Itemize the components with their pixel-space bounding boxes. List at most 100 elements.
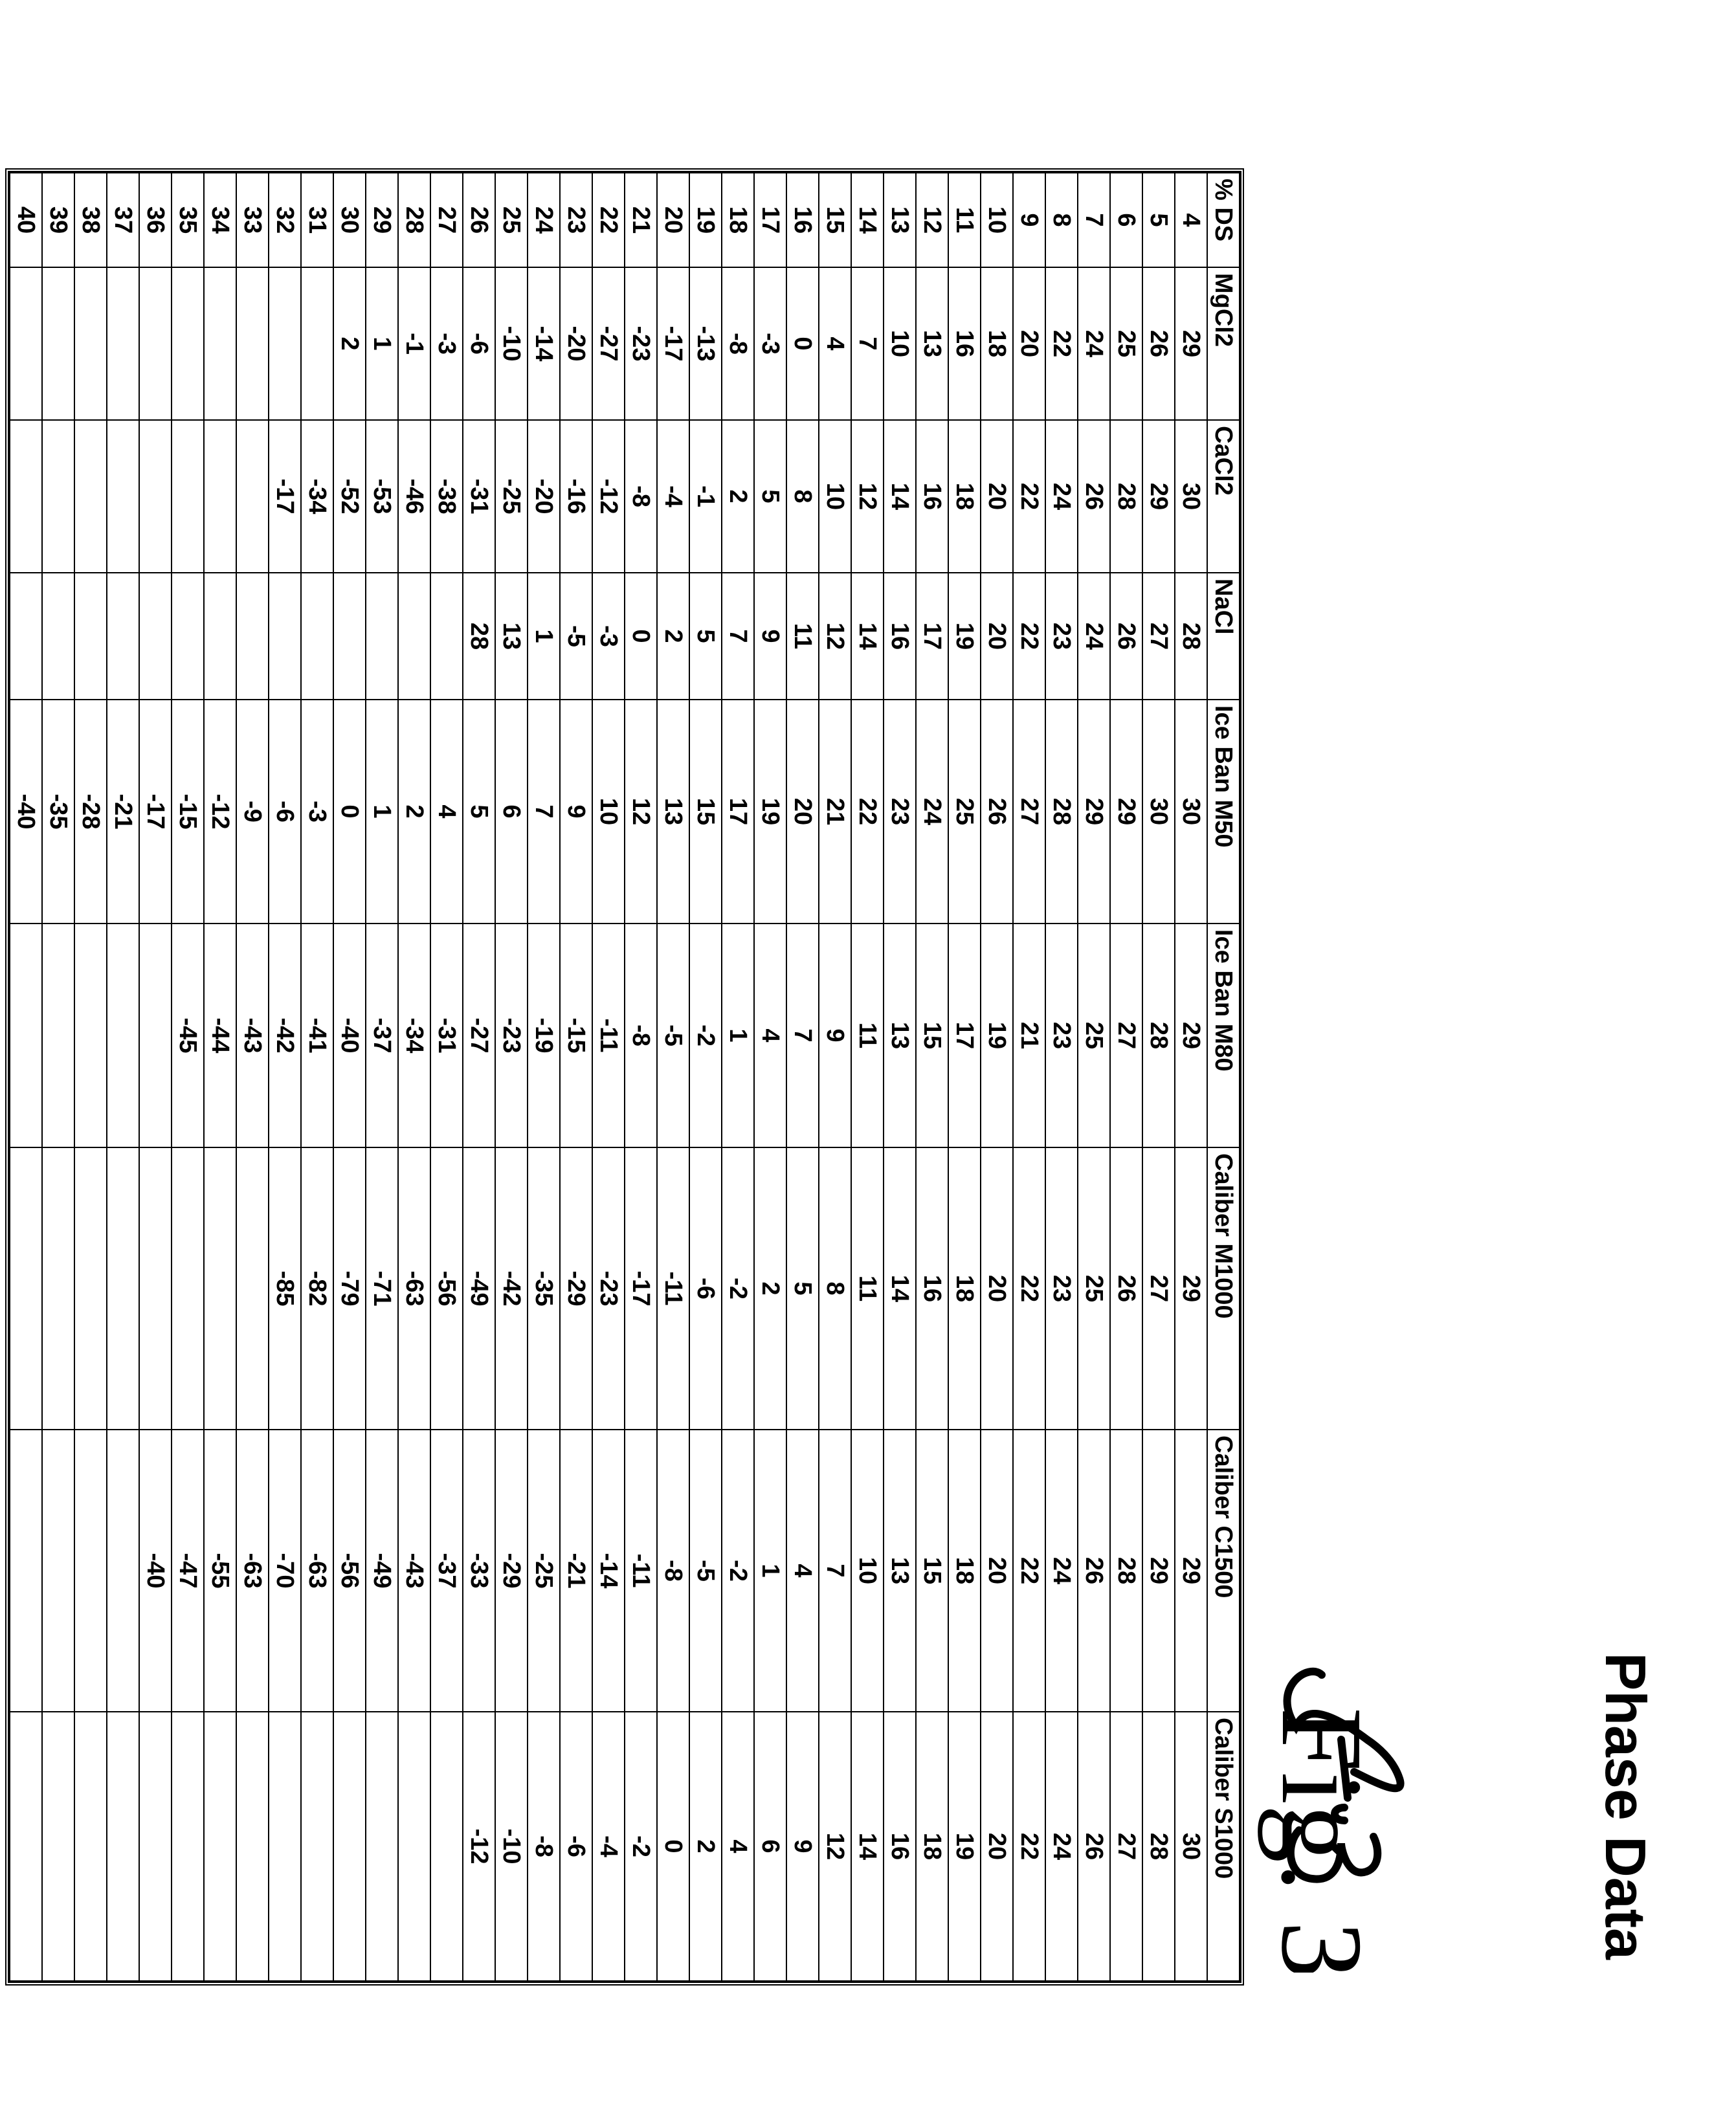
table-cell: 16 <box>884 573 916 700</box>
table-cell: -10 <box>495 267 528 420</box>
table-cell: -63 <box>398 1147 430 1430</box>
table-cell: 20 <box>981 1147 1013 1430</box>
table-cell: -12 <box>204 700 236 924</box>
table-cell: -40 <box>333 924 366 1147</box>
table-cell: 21 <box>819 700 851 924</box>
table-cell: 24 <box>528 173 560 267</box>
table-cell: -52 <box>333 420 366 573</box>
table-cell <box>42 1712 74 1981</box>
table-cell: -17 <box>657 267 689 420</box>
table-cell: 12 <box>916 173 948 267</box>
table-cell <box>139 1147 172 1430</box>
table-cell <box>42 1147 74 1430</box>
table-cell: 9 <box>754 573 786 700</box>
table-cell: 20 <box>981 573 1013 700</box>
table-cell: -31 <box>463 420 495 573</box>
table-cell: 29 <box>1175 1147 1207 1430</box>
table-cell: -3 <box>754 267 786 420</box>
table-cell: 26 <box>1110 573 1142 700</box>
table-cell: 0 <box>657 1712 689 1981</box>
table-cell <box>301 267 333 420</box>
table-cell: 29 <box>1175 924 1207 1147</box>
table-cell: -14 <box>592 1430 625 1712</box>
table-cell: -47 <box>172 1430 204 1712</box>
table-cell: 28 <box>463 573 495 700</box>
table-row: 32-17-6-42-85-70 <box>269 173 301 1981</box>
table-cell: 25 <box>1078 924 1110 1147</box>
table-cell: -3 <box>430 267 463 420</box>
table-cell <box>42 573 74 700</box>
col-header-caliber-m1000: Caliber M1000 <box>1207 1147 1240 1430</box>
table-cell <box>172 1147 204 1430</box>
table-cell: 25 <box>495 173 528 267</box>
table-cell <box>74 267 107 420</box>
table-cell: 30 <box>1175 1712 1207 1981</box>
table-row: 15410122198712 <box>819 173 851 1981</box>
table-cell: 11 <box>948 173 981 267</box>
phase-data-table-container: % DS MgCl2 CaCl2 NaCl Ice Ban M50 Ice Ba… <box>5 168 1244 1986</box>
table-cell <box>107 924 139 1147</box>
table-cell <box>204 1712 236 1981</box>
table-cell: 19 <box>948 1712 981 1981</box>
table-cell: -79 <box>333 1147 366 1430</box>
table-cell: 17 <box>916 573 948 700</box>
table-cell: 2 <box>722 420 754 573</box>
table-cell: 4 <box>754 924 786 1147</box>
table-cell <box>366 1712 398 1981</box>
table-row: 35-15-45-47 <box>172 173 204 1981</box>
table-row: 26-6-31285-27-49-33-12 <box>463 173 495 1981</box>
table-cell: 9 <box>786 1712 819 1981</box>
table-cell: 34 <box>204 173 236 267</box>
table-cell: 40 <box>10 173 42 267</box>
table-cell <box>204 573 236 700</box>
table-cell: 37 <box>107 173 139 267</box>
table-cell: 16 <box>948 267 981 420</box>
table-cell: -17 <box>139 700 172 924</box>
table-row: 22-27-12-310-11-23-14-4 <box>592 173 625 1981</box>
table-cell: -53 <box>366 420 398 573</box>
table-cell: 29 <box>1142 1430 1175 1712</box>
table-cell <box>366 573 398 700</box>
table-cell: 28 <box>1110 420 1142 573</box>
table-cell <box>236 1147 269 1430</box>
table-cell: 13 <box>884 924 916 1147</box>
table-cell: 7 <box>1078 173 1110 267</box>
table-cell: 9 <box>560 700 592 924</box>
col-header-caliber-c1500: Caliber C1500 <box>1207 1430 1240 1712</box>
table-cell: -37 <box>366 924 398 1147</box>
col-header-ice-ban-m50: Ice Ban M50 <box>1207 700 1240 924</box>
table-cell: 26 <box>1078 1430 1110 1712</box>
table-cell: 4 <box>819 267 851 420</box>
table-cell: -82 <box>301 1147 333 1430</box>
table-cell: -6 <box>560 1712 592 1981</box>
table-cell: -15 <box>560 924 592 1147</box>
table-cell: 26 <box>981 700 1013 924</box>
table-cell: -56 <box>333 1430 366 1712</box>
col-header-caliber-s1000: Caliber S1000 <box>1207 1712 1240 1981</box>
table-cell: -8 <box>625 420 657 573</box>
table-cell: -31 <box>430 924 463 1147</box>
table-row: 28-1-462-34-63-43 <box>398 173 430 1981</box>
table-cell <box>107 1147 139 1430</box>
table-cell: 27 <box>1142 1147 1175 1430</box>
table-cell: -38 <box>430 420 463 573</box>
table-row: 92022222721222222 <box>1013 173 1045 1981</box>
table-cell: -1 <box>689 420 722 573</box>
table-cell: -3 <box>301 700 333 924</box>
table-row: 23-20-16-59-15-29-21-6 <box>560 173 592 1981</box>
table-cell: -29 <box>560 1147 592 1430</box>
table-cell: 9 <box>819 924 851 1147</box>
phase-data-table: % DS MgCl2 CaCl2 NaCl Ice Ban M50 Ice Ba… <box>9 172 1240 1982</box>
table-cell: 14 <box>851 573 884 700</box>
table-cell: 27 <box>1110 1712 1142 1981</box>
table-cell: 35 <box>172 173 204 267</box>
table-cell: 30 <box>1175 420 1207 573</box>
table-cell: 7 <box>786 924 819 1147</box>
table-cell: 12 <box>851 420 884 573</box>
table-cell: 7 <box>528 700 560 924</box>
table-cell: 21 <box>625 173 657 267</box>
table-cell <box>204 420 236 573</box>
table-row: 18-827171-2-24 <box>722 173 754 1981</box>
table-cell: -5 <box>560 573 592 700</box>
table-cell: 14 <box>884 420 916 573</box>
